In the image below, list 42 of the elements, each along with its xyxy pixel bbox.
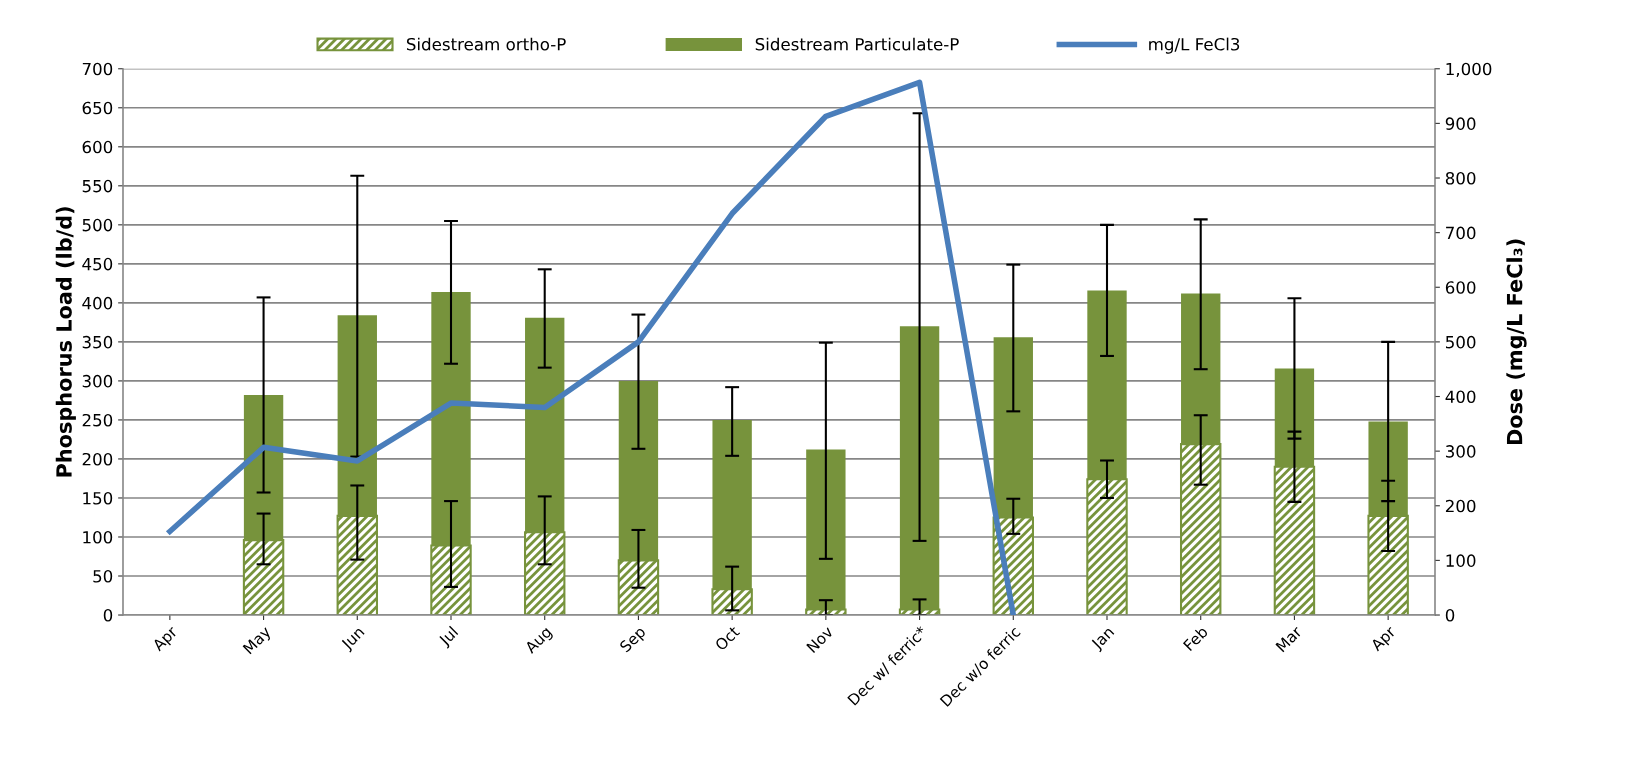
y-tick-label: 100 — [83, 530, 113, 544]
y-axis-title: Phosphorus Load (lb/d) — [55, 207, 76, 477]
y2-tick-label: 700 — [1446, 226, 1476, 240]
y-tick-label: 0 — [103, 608, 113, 622]
y-tick-label: 550 — [82, 179, 113, 193]
y-tick-label: 500 — [82, 218, 113, 232]
bar — [806, 449, 846, 610]
y2-tick-label: 800 — [1445, 171, 1476, 185]
y-tick-label: 350 — [82, 335, 113, 349]
y-tick-label: 450 — [82, 257, 113, 271]
y2-tick-label: 500 — [1446, 335, 1476, 349]
x-tick-label: Jan — [1090, 625, 1117, 653]
legend-label: Sidestream Particulate-P — [755, 37, 959, 51]
x-tick-label: Oct — [714, 625, 741, 652]
y-tick-label: 50 — [93, 569, 113, 583]
y-tick-label: 650 — [82, 101, 113, 115]
y-tick-label: 400 — [82, 296, 113, 310]
y-tick-label: 300 — [82, 374, 113, 388]
y2-tick-label: 400 — [1445, 390, 1476, 404]
y-tick-label: 250 — [82, 413, 113, 427]
y-tick-label: 700 — [82, 62, 113, 76]
x-tick-label: Apr — [151, 625, 181, 654]
y-tick-label: 600 — [82, 140, 113, 154]
y-tick-label: 150 — [83, 491, 113, 505]
y2-tick-label: 1,000 — [1446, 62, 1492, 78]
y2-tick-label: 0 — [1445, 608, 1455, 622]
y2-tick-label: 900 — [1445, 117, 1476, 130]
bar — [899, 326, 940, 610]
y2-tick-label: 300 — [1445, 445, 1476, 458]
legend-label: Sidestream ortho-P — [406, 37, 566, 51]
y2-axis-title: Dose (mg/L FeCl₃) — [1506, 239, 1527, 445]
x-tick-label: Jul — [437, 625, 461, 649]
y2-tick-label: 600 — [1445, 281, 1476, 294]
legend-label: mg/L FeCl3 — [1149, 37, 1240, 54]
x-tick-label: Jun — [340, 625, 367, 653]
x-tick-label: Mar — [1275, 625, 1303, 653]
y-tick-label: 200 — [82, 452, 113, 466]
x-tick-label: Apr — [1369, 625, 1399, 654]
y2-tick-label: 200 — [1445, 499, 1476, 513]
y2-tick-label: 100 — [1446, 554, 1476, 567]
x-tick-label: Feb — [1182, 625, 1209, 652]
x-tick-label: Sep — [618, 625, 649, 655]
